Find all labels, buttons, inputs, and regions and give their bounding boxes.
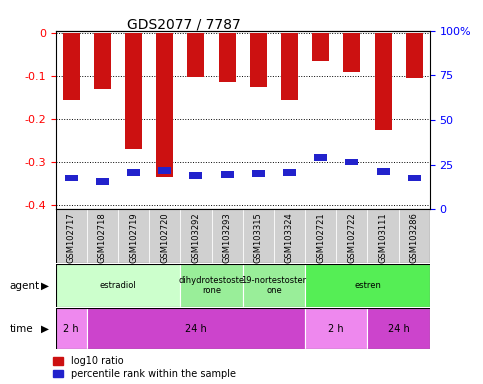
Text: agent: agent [10, 280, 40, 291]
Bar [274, 209, 305, 263]
Bar [127, 169, 140, 176]
Bar [336, 209, 368, 263]
Text: GSM102718: GSM102718 [98, 212, 107, 263]
Bar [63, 33, 80, 99]
Text: GSM102717: GSM102717 [67, 212, 76, 263]
Text: GSM103315: GSM103315 [254, 212, 263, 263]
Bar [242, 264, 305, 307]
Bar [218, 33, 236, 82]
Bar [408, 175, 421, 182]
Text: GSM103286: GSM103286 [410, 212, 419, 263]
Bar [250, 33, 267, 87]
Text: ▶: ▶ [41, 280, 49, 291]
Text: GSM102720: GSM102720 [160, 212, 169, 263]
Bar [368, 209, 398, 263]
Text: GSM102721: GSM102721 [316, 212, 325, 263]
Bar [398, 209, 430, 263]
Text: 19-nortestoster
one: 19-nortestoster one [242, 276, 307, 295]
Text: estren: estren [354, 281, 381, 290]
Text: time: time [10, 324, 33, 334]
Bar [283, 169, 296, 176]
Bar [242, 209, 274, 263]
Text: 2 h: 2 h [63, 324, 79, 334]
Text: estradiol: estradiol [99, 281, 136, 290]
Legend: log10 ratio, percentile rank within the sample: log10 ratio, percentile rank within the … [53, 356, 236, 379]
Bar [87, 209, 118, 263]
Bar [149, 209, 180, 263]
Bar [187, 33, 204, 77]
Bar [56, 264, 180, 307]
Bar [158, 167, 171, 174]
Text: 24 h: 24 h [185, 324, 207, 334]
Text: 2 h: 2 h [328, 324, 344, 334]
Text: GSM103292: GSM103292 [191, 212, 200, 263]
Bar [87, 308, 305, 349]
Bar [252, 170, 265, 177]
Bar [314, 154, 327, 161]
Bar [221, 171, 234, 178]
Text: GSM103111: GSM103111 [379, 212, 387, 263]
Bar [94, 33, 111, 89]
Bar [118, 209, 149, 263]
Bar [56, 209, 87, 263]
Bar [406, 33, 423, 78]
Bar [180, 264, 242, 307]
Text: dihydrotestoste
rone: dihydrotestoste rone [178, 276, 244, 295]
Bar [156, 33, 173, 177]
Bar [377, 168, 389, 175]
Bar [65, 175, 78, 182]
Bar [305, 264, 430, 307]
Bar [305, 209, 336, 263]
Bar [96, 178, 109, 185]
Bar [368, 308, 430, 349]
Text: GDS2077 / 7787: GDS2077 / 7787 [127, 17, 241, 31]
Bar [56, 308, 87, 349]
Bar [189, 172, 202, 179]
Bar [312, 33, 329, 61]
Text: GSM103324: GSM103324 [285, 212, 294, 263]
Bar [374, 33, 392, 130]
Bar [343, 33, 360, 71]
Bar [180, 209, 212, 263]
Bar [281, 33, 298, 99]
Bar [212, 209, 242, 263]
Text: GSM102722: GSM102722 [347, 212, 356, 263]
Bar [305, 308, 368, 349]
Text: ▶: ▶ [41, 324, 49, 334]
Text: GSM102719: GSM102719 [129, 212, 138, 263]
Text: GSM103293: GSM103293 [223, 212, 232, 263]
Bar [125, 33, 142, 149]
Bar [345, 159, 358, 166]
Text: 24 h: 24 h [388, 324, 410, 334]
